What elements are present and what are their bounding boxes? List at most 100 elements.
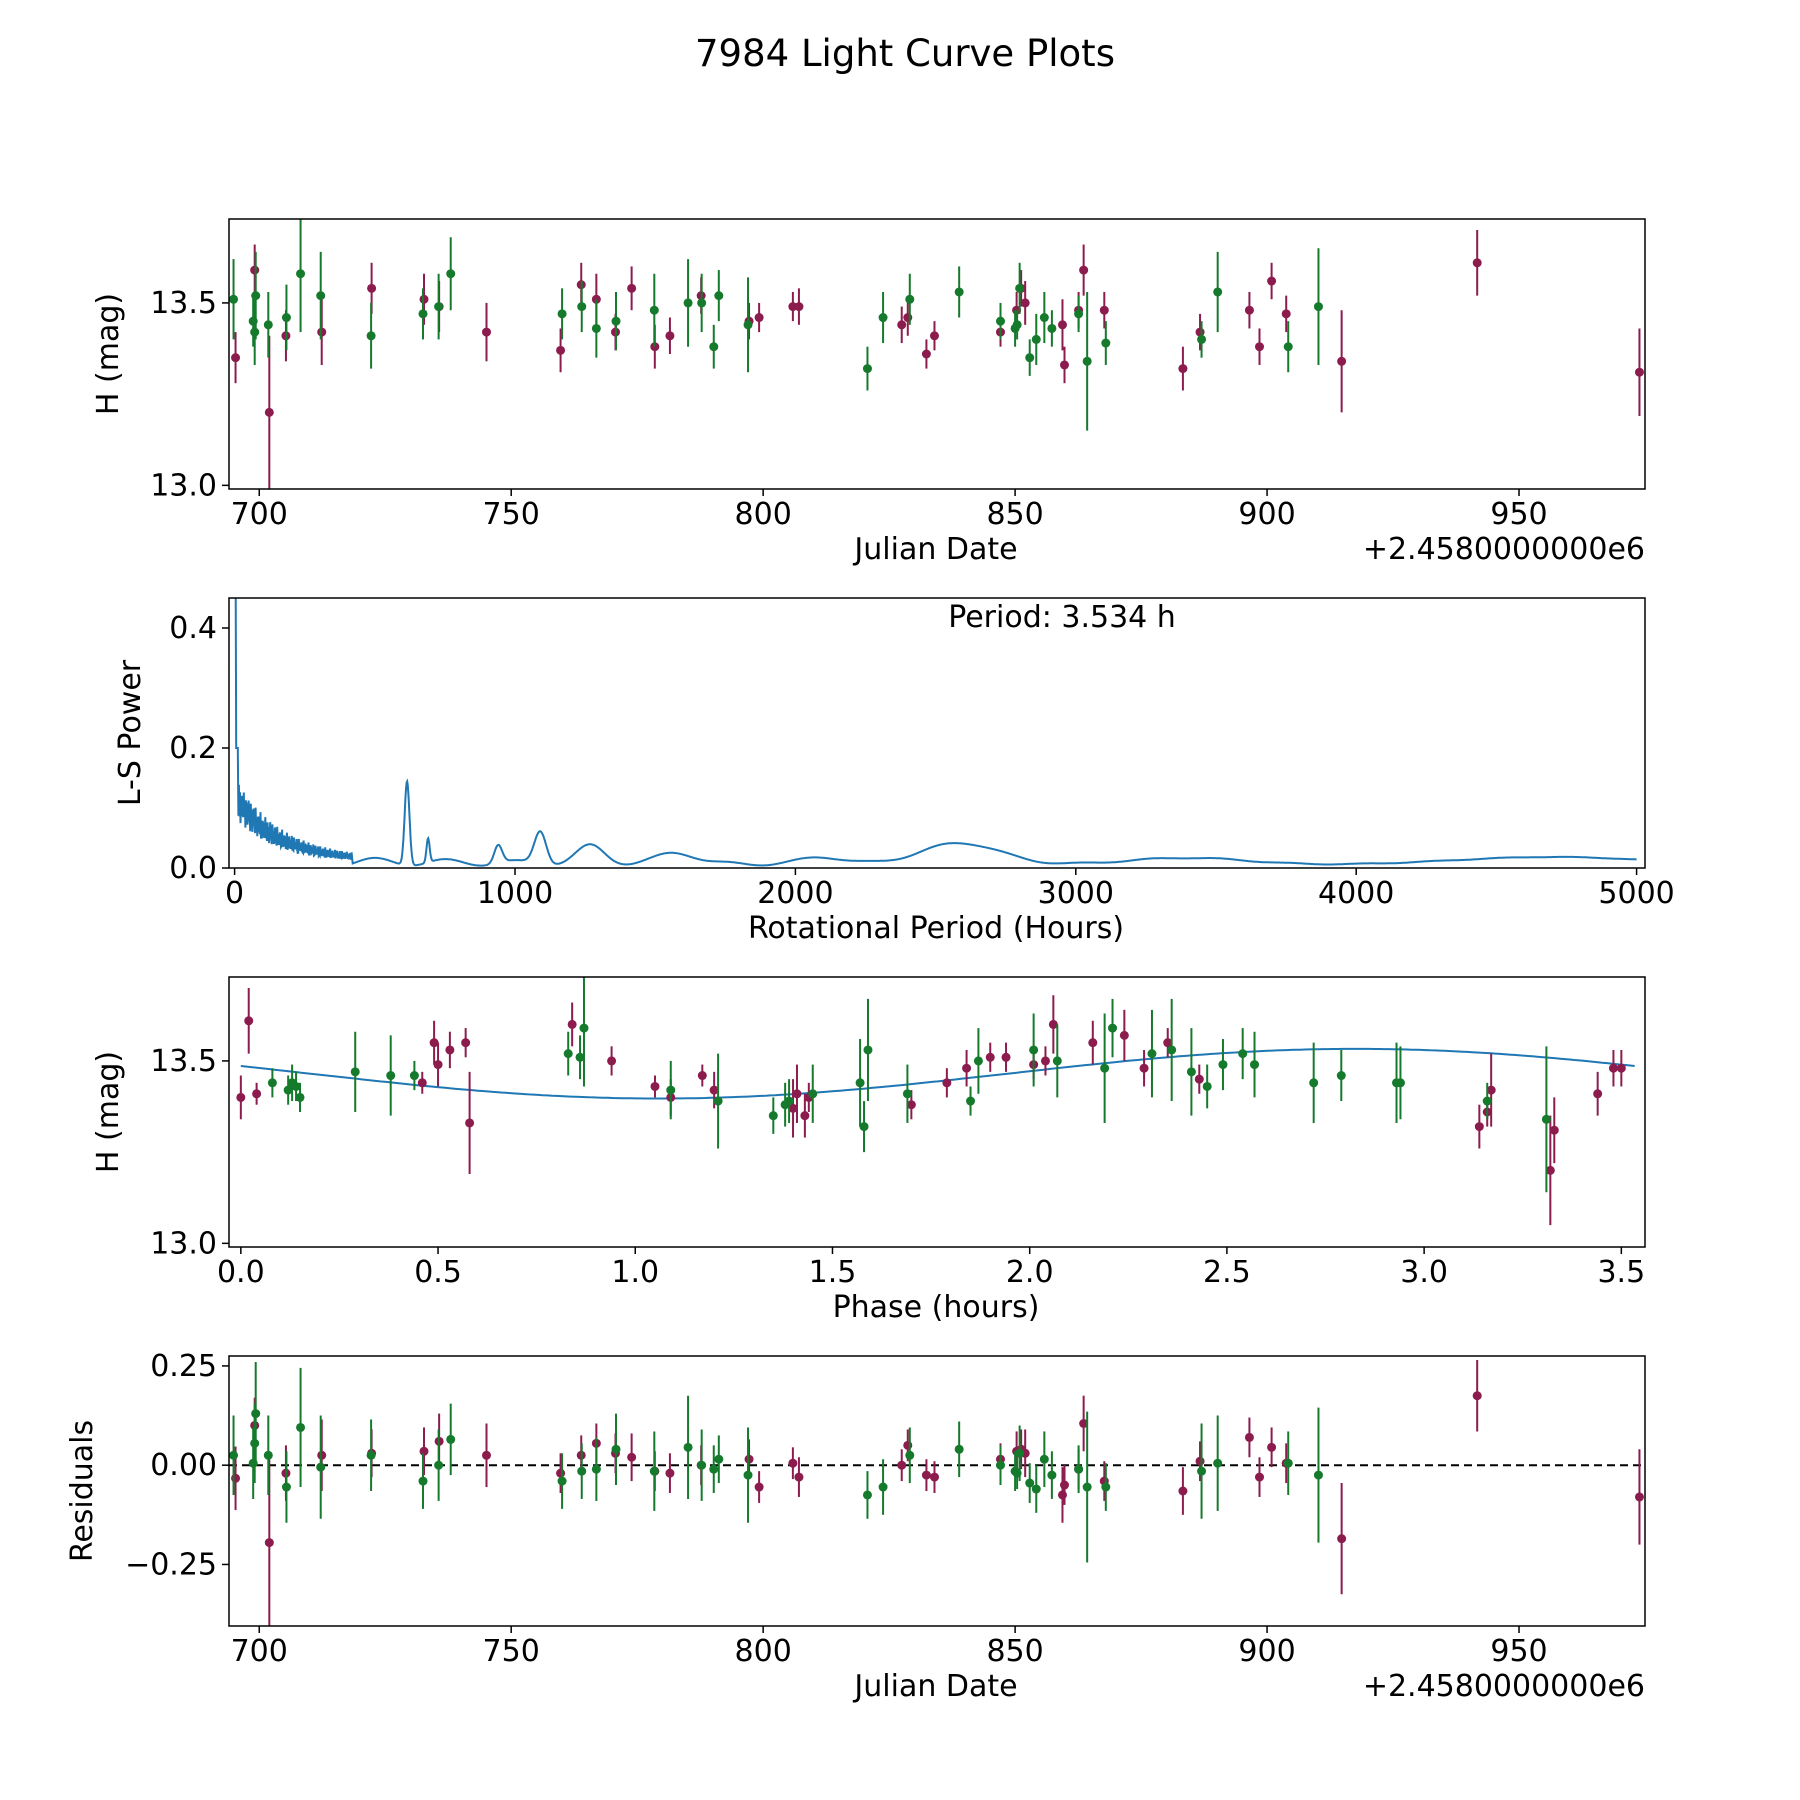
data-point — [1015, 283, 1025, 293]
data-point — [627, 283, 637, 293]
data-point — [665, 331, 675, 341]
data-point — [1313, 1470, 1323, 1480]
data-point — [1025, 353, 1035, 363]
data-point — [897, 1460, 907, 1470]
x-tick-label: 700 — [231, 1634, 288, 1669]
x-tick-label: 3.5 — [1597, 1255, 1645, 1290]
data-point — [902, 1089, 912, 1099]
data-point — [709, 1464, 719, 1474]
y-tick-label: 13.5 — [150, 286, 217, 321]
data-point — [316, 1462, 326, 1472]
x-axis-label: Rotational Period (Hours) — [748, 911, 1124, 946]
data-point — [1001, 1052, 1011, 1062]
data-point — [434, 302, 444, 312]
data-point — [929, 1472, 939, 1482]
data-point — [295, 1092, 305, 1102]
figure-title: 7984 Light Curve Plots — [695, 32, 1115, 75]
x-axis-label: Phase (hours) — [833, 1290, 1040, 1325]
data-point — [794, 302, 804, 312]
data-point — [862, 364, 872, 374]
data-point — [434, 1460, 444, 1470]
data-point — [921, 1470, 931, 1480]
data-point — [1194, 1074, 1204, 1084]
data-point — [251, 291, 261, 301]
data-point — [1101, 1482, 1111, 1492]
data-point — [1031, 1484, 1041, 1494]
data-point — [1395, 1078, 1405, 1088]
data-point — [1040, 1056, 1050, 1066]
data-point — [1039, 313, 1049, 323]
data-point — [418, 309, 428, 319]
data-point — [446, 1434, 456, 1444]
data-point — [1059, 360, 1069, 370]
data-point — [244, 1016, 254, 1026]
data-point — [267, 1078, 277, 1088]
data-point — [1313, 302, 1323, 312]
data-point — [366, 331, 376, 341]
data-point — [1163, 1038, 1173, 1048]
data-point — [611, 1444, 621, 1454]
data-point — [903, 1440, 913, 1450]
data-point — [1309, 1078, 1319, 1088]
data-point — [1082, 356, 1092, 366]
data-point — [482, 327, 492, 337]
data-point — [1593, 1089, 1603, 1099]
data-point — [954, 287, 964, 297]
data-point — [1213, 1458, 1223, 1468]
data-point — [962, 1063, 972, 1073]
y-axis-label: L-S Power — [113, 659, 148, 806]
data-point — [350, 1067, 360, 1077]
y-axis-label: H (mag) — [91, 293, 126, 415]
data-point — [1178, 364, 1188, 374]
data-point — [445, 1045, 455, 1055]
data-point — [264, 407, 274, 417]
data-point — [386, 1071, 396, 1081]
data-point — [1012, 320, 1022, 330]
x-tick-label: 950 — [1490, 497, 1547, 532]
data-point — [697, 1460, 707, 1470]
data-point — [942, 1078, 952, 1088]
x-tick-label: 750 — [483, 1634, 540, 1669]
data-point — [788, 1458, 798, 1468]
data-point — [1047, 1470, 1057, 1480]
x-tick-label: 0.0 — [217, 1255, 265, 1290]
data-point — [263, 320, 273, 330]
data-point — [1029, 1045, 1039, 1055]
data-point — [743, 1470, 753, 1480]
data-point — [1101, 338, 1111, 348]
y-tick-label: 13.0 — [150, 468, 217, 503]
data-point — [417, 1078, 427, 1088]
data-point — [1074, 1464, 1084, 1474]
axes-frame — [228, 218, 1646, 490]
phased-curve-panel: 0.0 0.5 1.0 1.5 2.0 2.5 3.0 3.5 13.0 13.5 Phase (h… — [91, 976, 1646, 1325]
data-point — [697, 298, 707, 308]
data-point — [1139, 1063, 1149, 1073]
data-point — [1031, 334, 1041, 344]
data-point — [744, 1454, 754, 1464]
data-point — [1213, 287, 1223, 297]
y-tick-label: 0.2 — [169, 731, 217, 766]
data-point — [995, 316, 1005, 326]
y-axis-label: H (mag) — [91, 1051, 126, 1173]
data-point — [1218, 1060, 1228, 1070]
data-point — [1250, 1060, 1260, 1070]
data-point — [577, 1466, 587, 1476]
data-point — [627, 1452, 637, 1462]
data-point — [1337, 356, 1347, 366]
data-point — [1052, 1056, 1062, 1066]
data-point — [1057, 1490, 1067, 1500]
data-point — [905, 294, 915, 304]
data-point — [754, 1482, 764, 1492]
data-point — [1541, 1114, 1551, 1124]
data-point — [1202, 1081, 1212, 1091]
data-point — [878, 1482, 888, 1492]
data-point — [1472, 258, 1482, 268]
x-tick-label: 1000 — [477, 876, 553, 911]
data-point — [1336, 1071, 1346, 1081]
data-point — [296, 1422, 306, 1432]
data-point — [650, 1081, 660, 1091]
y-tick-label: 13.0 — [150, 1226, 217, 1261]
data-point — [863, 1045, 873, 1055]
data-point — [316, 291, 326, 301]
